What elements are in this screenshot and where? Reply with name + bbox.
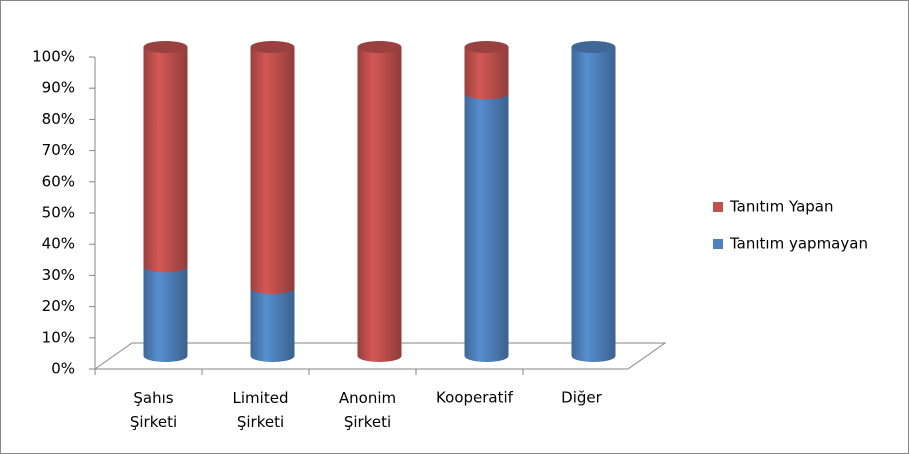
cylinder-top [250,41,295,53]
y-tick-label: 10% [42,328,75,346]
y-tick-label: 30% [42,266,75,284]
y-tick-label: 60% [42,172,75,190]
legend-label: Tanıtım yapmayan [729,235,868,253]
floor [93,342,667,370]
cylinder-segment [357,47,402,362]
cylinder-top [571,41,616,53]
cylinder-segment [250,288,295,362]
cylinder-segment [143,266,188,362]
legend-swatch [713,239,723,249]
cylinder-segment [250,47,295,295]
y-tick-label: 100% [32,48,75,66]
y-tick-label: 0% [51,360,75,378]
cylinder-top [357,41,402,53]
x-tick-label: Limited Şirketi [233,389,289,431]
legend-swatch [713,202,723,212]
y-tick-label: 20% [42,297,75,315]
cylinder-top [143,41,188,53]
y-tick-label: 40% [42,235,75,253]
cylinder-segment [571,47,616,362]
y-tick-label: 70% [42,141,75,159]
cylinder-segment [464,47,509,100]
legend-label: Tanıtım Yapan [729,198,833,216]
x-tick-label: Diğer [561,389,602,407]
cylinder-top [464,41,509,53]
y-tick-label: 80% [42,110,75,128]
y-tick-label: 90% [42,79,75,97]
cylinder-segment [464,93,509,362]
y-tick-label: 50% [42,204,75,222]
x-tick-label: Şahıs Şirketi [130,389,177,431]
x-tick-label: Anonim Şirketi [339,389,396,431]
cylinder-segment [143,47,188,273]
x-tick-label: Kooperatif [436,389,514,407]
